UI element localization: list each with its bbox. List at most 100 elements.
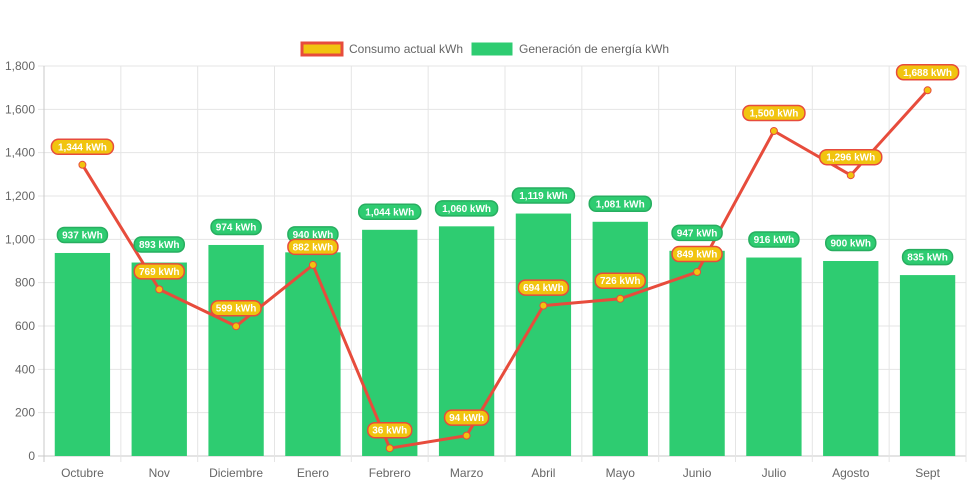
- line-data-label-bg: [819, 148, 883, 166]
- line-point: [539, 301, 548, 310]
- grid: [38, 65, 967, 462]
- bar: [592, 221, 648, 456]
- line-point: [462, 431, 471, 440]
- bar-data-label-bg: [210, 218, 262, 236]
- bar-data-label-bg: [133, 236, 185, 253]
- y-tick-label: 400: [15, 362, 35, 376]
- x-axis: Octubre Nov Diciembre Enero Febrero Marzo Abri…: [61, 466, 941, 480]
- line-data-label-bg: [517, 279, 570, 296]
- line-data-label: 882 kWh: [287, 238, 339, 256]
- bar: [515, 213, 572, 456]
- line-data-label: 1,500 kWh: [742, 104, 806, 122]
- bar-data-label: 835 kWh: [901, 248, 954, 266]
- y-tick-label: 1,400: [5, 146, 35, 160]
- bar-data-label-bg: [671, 224, 723, 242]
- bar: [746, 257, 802, 456]
- bar-data-label: 900 kWh: [825, 234, 877, 252]
- bar-data-label-text: 1,060 kWh: [442, 204, 491, 215]
- line-point: [769, 127, 778, 135]
- x-tick-label: Enero: [297, 466, 329, 480]
- x-tick-label: Mayo: [606, 466, 636, 480]
- y-tick-label: 1,000: [5, 232, 35, 246]
- bar-data-label-text: 1,119 kWh: [519, 191, 567, 202]
- bar-data-label-bg: [358, 203, 422, 221]
- line-point: [846, 171, 855, 180]
- line-point: [693, 268, 702, 277]
- line-data-label-text: 849 kWh: [677, 250, 718, 261]
- y-tick-label: 1,200: [5, 189, 35, 203]
- legend-swatch-consumo: [300, 41, 344, 57]
- bar-data-label: 916 kWh: [748, 231, 800, 248]
- line-point: [308, 260, 317, 269]
- line-point: [385, 444, 394, 453]
- line-data-label: 849 kWh: [671, 245, 723, 263]
- line-point: [616, 294, 625, 303]
- line-data-label: 36 kWh: [367, 421, 413, 439]
- bar-data-label-bg: [56, 226, 109, 244]
- line-data-label-text: 1,344 kWh: [58, 142, 107, 153]
- line-data-label-bg: [367, 421, 413, 439]
- line-data-label-bg: [443, 409, 490, 426]
- x-tick-label: Sept: [915, 466, 940, 480]
- bar-data-label: 974 kWh: [210, 218, 262, 236]
- legend-item-consumo[interactable]: Consumo actual kWh: [300, 41, 463, 57]
- y-axis: 0 200 400 600 800 1,000 1,200 1,400 1,600 1,800: [5, 59, 35, 463]
- bar-data-label: 1,119 kWh: [511, 187, 576, 204]
- y-tick-label: 0: [28, 449, 35, 463]
- bar-data-label-text: 835 kWh: [907, 253, 948, 264]
- line-data-label-text: 1,500 kWh: [749, 109, 798, 120]
- legend-label-generacion: Generación de energía kWh: [519, 42, 669, 56]
- bar-data-label-bg: [434, 200, 499, 217]
- line-data-label-bg: [671, 245, 723, 263]
- bar-data-label: 937 kWh: [56, 226, 109, 244]
- bar-data-label-bg: [588, 195, 652, 213]
- line-data-label-text: 1,688 kWh: [903, 68, 952, 79]
- bar-data-label-text: 974 kWh: [216, 222, 257, 233]
- line-data-label-text: 36 kWh: [372, 426, 407, 437]
- legend-item-generacion[interactable]: Generación de energía kWh: [471, 42, 669, 56]
- line-point: [232, 322, 241, 331]
- bar-data-label-bg: [511, 187, 576, 204]
- bar-data-label: 893 kWh: [133, 236, 185, 253]
- bar-data-label-text: 1,081 kWh: [596, 199, 645, 210]
- line-data-label-text: 1,296 kWh: [826, 153, 875, 164]
- x-tick-label: Febrero: [369, 466, 411, 480]
- bar-data-label: 1,081 kWh: [588, 195, 652, 213]
- line-point: [155, 285, 164, 294]
- bar-data-label-bg: [748, 231, 800, 248]
- line-data-label: 694 kWh: [517, 279, 570, 296]
- y-tick-label: 1,800: [5, 59, 35, 73]
- bar: [362, 229, 418, 456]
- x-tick-label: Junio: [683, 466, 712, 480]
- line-data-label: 1,688 kWh: [895, 64, 960, 81]
- x-tick-label: Diciembre: [209, 466, 263, 480]
- line-data-label-bg: [133, 263, 185, 280]
- line-data-label: 726 kWh: [594, 272, 646, 289]
- line-point: [923, 86, 932, 95]
- bar: [823, 261, 879, 456]
- bar: [285, 252, 341, 456]
- line-data-label: 599 kWh: [210, 299, 262, 317]
- line-data-label-bg: [287, 238, 339, 256]
- line-data-label-text: 769 kWh: [139, 267, 180, 278]
- bar-data-label-text: 937 kWh: [62, 230, 103, 241]
- bar-data-label-text: 916 kWh: [754, 235, 795, 246]
- bar: [899, 275, 956, 456]
- y-tick-label: 200: [15, 406, 35, 420]
- line-data-labels: 1,344 kWh 769 kWh 599 kWh 882 kWh 36 kWh 94 k…: [50, 64, 960, 439]
- bar-data-label-text: 893 kWh: [139, 240, 180, 251]
- bar-data-label: 1,044 kWh: [358, 203, 422, 221]
- line-data-label: 769 kWh: [133, 263, 185, 280]
- line-data-label-text: 726 kWh: [600, 276, 641, 287]
- line-data-label-bg: [594, 272, 646, 289]
- x-tick-label: Marzo: [450, 466, 484, 480]
- bar: [131, 262, 187, 456]
- x-tick-label: Nov: [149, 466, 170, 480]
- bar-data-label-text: 947 kWh: [677, 228, 718, 239]
- line-series-consumo: [78, 86, 932, 453]
- bar-data-label-text: 1,044 kWh: [365, 207, 414, 218]
- line-data-label-text: 94 kWh: [449, 413, 484, 424]
- line-data-label-text: 599 kWh: [216, 304, 257, 315]
- line-data-label: 1,344 kWh: [50, 138, 115, 156]
- y-tick-label: 600: [15, 319, 35, 333]
